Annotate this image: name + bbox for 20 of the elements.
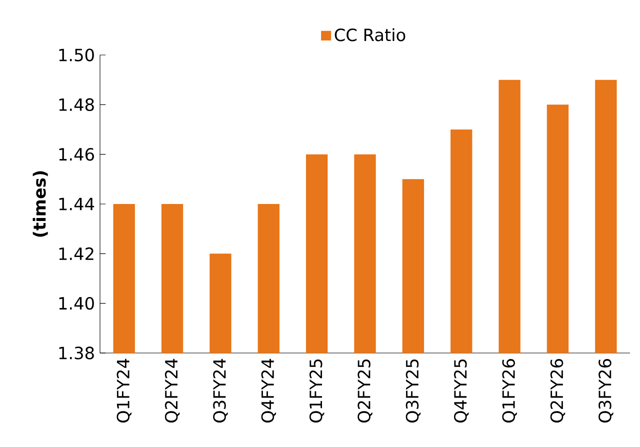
x-tick-label: Q1FY24 (116, 358, 132, 423)
x-tick-label: Q1FY26 (502, 359, 517, 423)
x-tick-label: Q4FY24 (261, 358, 276, 423)
y-tick-label: 1.38 (59, 346, 94, 360)
x-tick-label: Q2FY24 (164, 358, 180, 423)
y-tick-label: 1.40 (59, 296, 94, 310)
y-tick-label: 1.46 (59, 148, 94, 161)
x-tick-label: Q3FY24 (213, 358, 228, 423)
y-tick-label: 1.50 (59, 48, 94, 62)
y-tick-label: 1.48 (59, 98, 94, 112)
x-tick-label: Q3FY25 (406, 359, 421, 423)
x-tick-label: Q2FY26 (550, 359, 566, 423)
legend-label: CC Ratio (334, 28, 406, 42)
x-tick-label: Q4FY25 (454, 359, 469, 423)
x-tick-label: Q3FY26 (598, 359, 614, 423)
x-tick-label: Q1FY25 (309, 359, 324, 423)
x-tick-label: Q2FY25 (358, 359, 372, 423)
y-axis-title: (times) (32, 171, 48, 237)
y-tick-label: 1.42 (59, 247, 94, 260)
y-tick-label: 1.44 (59, 198, 94, 210)
